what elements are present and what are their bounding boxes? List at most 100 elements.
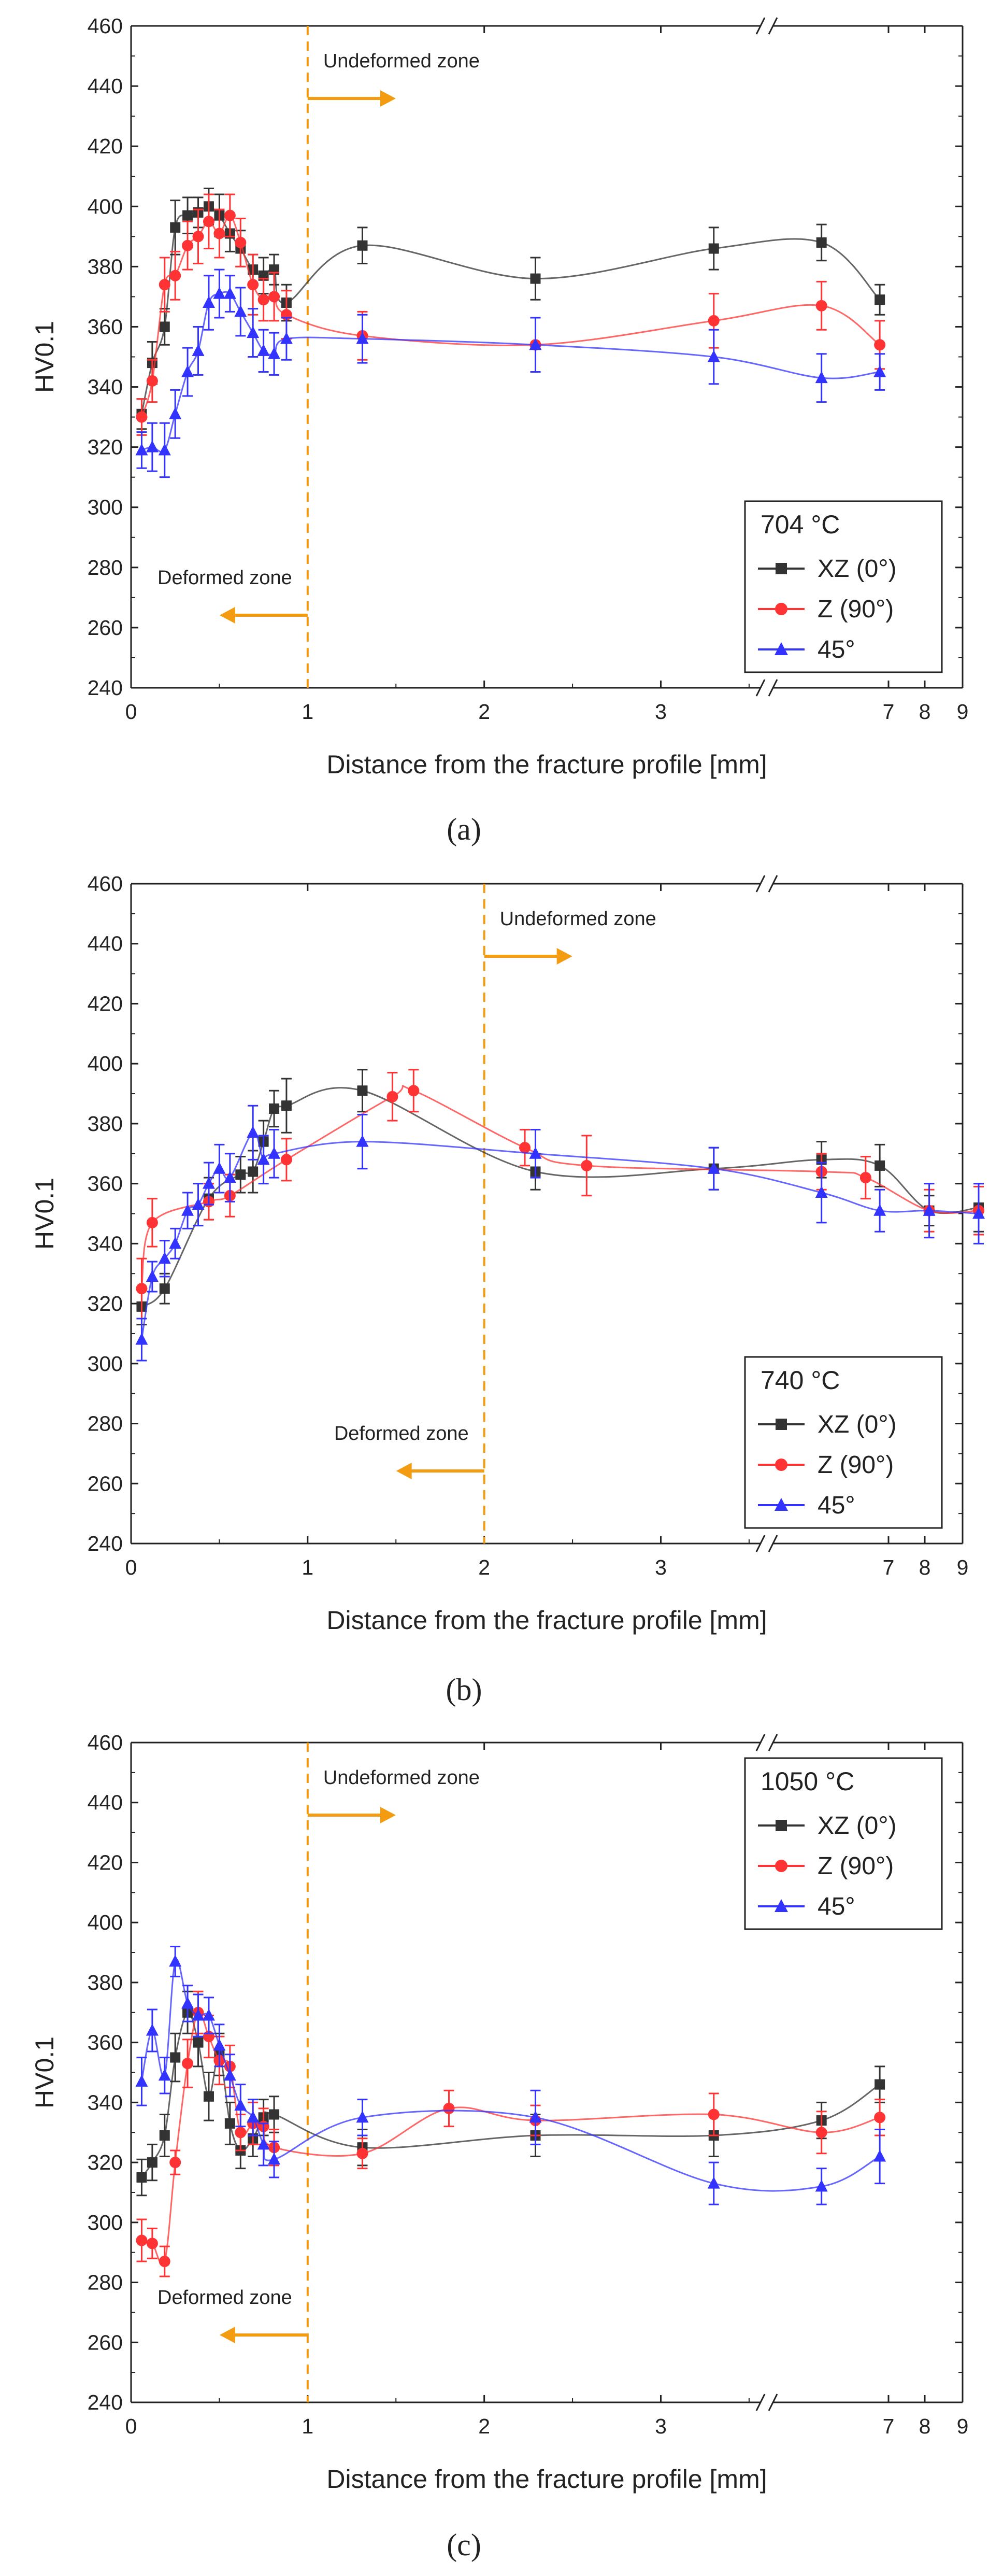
y-tick-label: 420 <box>88 992 123 1015</box>
data-point-circle <box>136 411 148 423</box>
data-point-triangle <box>146 440 159 452</box>
data-point-triangle <box>223 287 236 299</box>
data-point-triangle <box>158 1252 171 1264</box>
y-tick-label: 320 <box>88 2150 123 2174</box>
data-point-square <box>248 1166 259 1177</box>
y-tick-label: 320 <box>88 1292 123 1315</box>
x-axis-title: Distance from the fracture profile [mm] <box>326 1606 767 1635</box>
series-curve-XZ (0°) <box>141 2012 880 2178</box>
data-point-triangle <box>707 2176 720 2189</box>
data-point-circle <box>146 1216 158 1228</box>
data-point-triangle <box>192 1198 205 1210</box>
y-tick-label: 460 <box>88 1731 123 1754</box>
data-point-triangle <box>815 1185 828 1198</box>
y-tick-label: 440 <box>88 74 123 98</box>
legend-marker <box>776 1820 787 1831</box>
data-point-triangle <box>707 350 720 362</box>
axis-break-mark <box>755 679 766 697</box>
data-point-triangle <box>234 305 247 317</box>
x-tick-label: 1 <box>302 1555 313 1579</box>
undeformed-zone-label: Undeformed zone <box>323 50 480 72</box>
data-point-square <box>235 1169 246 1180</box>
arrow-head <box>396 1463 412 1479</box>
y-tick-label: 360 <box>88 315 123 338</box>
data-point-circle <box>581 1159 593 1171</box>
data-point-triangle <box>268 1147 281 1159</box>
y-tick-label: 300 <box>88 496 123 519</box>
y-tick-label: 360 <box>88 2031 123 2055</box>
data-point-triangle <box>815 371 828 384</box>
undeformed-zone-label: Undeformed zone <box>323 1767 480 1789</box>
axis-break-mark <box>768 1734 778 1751</box>
data-point-circle <box>815 2127 827 2139</box>
data-point-triangle <box>707 1162 720 1174</box>
data-point-triangle <box>257 2138 270 2150</box>
deformed-zone-label: Deformed zone <box>334 1423 469 1445</box>
data-point-triangle <box>202 2008 215 2021</box>
y-tick-label: 440 <box>88 932 123 956</box>
x-tick-label: 9 <box>957 700 969 724</box>
chart-panel-1: 240 260 280 300 320 340 360 380 400 420 440 460 0 1 2 3… <box>30 14 968 846</box>
data-point-triangle <box>169 1955 182 1967</box>
y-tick-label: 360 <box>88 1172 123 1196</box>
x-tick-label: 8 <box>919 2414 931 2438</box>
legend-label: XZ (0°) <box>818 1411 897 1438</box>
legend-label: Z (90°) <box>818 1852 894 1880</box>
data-point-square <box>159 321 170 332</box>
legend-label: 45° <box>818 1893 855 1920</box>
y-axis-title: HV0.1 <box>30 1178 59 1250</box>
y-tick-label: 380 <box>88 1971 123 1994</box>
data-point-triangle <box>529 2111 542 2123</box>
x-tick-label: 7 <box>883 1555 895 1579</box>
data-point-circle <box>874 2112 886 2124</box>
y-tick-label: 260 <box>88 616 123 640</box>
axis-break-mark <box>768 1535 778 1552</box>
data-point-circle <box>815 300 827 312</box>
data-point-triangle <box>257 1153 270 1165</box>
x-tick-label: 3 <box>655 700 667 724</box>
panel-label: (b) <box>446 1673 482 1707</box>
y-tick-label: 240 <box>88 2390 123 2414</box>
arrow-head <box>380 1807 396 1823</box>
y-tick-label: 460 <box>88 872 123 896</box>
data-point-square <box>147 2157 157 2168</box>
data-point-circle <box>247 279 259 291</box>
y-tick-label: 300 <box>88 2211 123 2234</box>
legend-title: 740 °C <box>761 1366 840 1395</box>
y-tick-label: 400 <box>88 1910 123 1934</box>
axis-break-mark <box>768 17 778 35</box>
data-point-circle <box>213 228 225 239</box>
x-tick-label: 7 <box>883 2414 895 2438</box>
data-point-square <box>170 222 181 233</box>
data-point-triangle <box>223 1171 236 1183</box>
x-tick-label: 0 <box>125 700 137 724</box>
data-point-triangle <box>223 2069 236 2081</box>
y-axis-title: HV0.1 <box>30 321 59 393</box>
y-tick-label: 460 <box>88 14 123 38</box>
data-point-square <box>269 1103 280 1114</box>
y-tick-label: 400 <box>88 194 123 218</box>
data-point-triangle <box>158 2069 171 2081</box>
data-point-square <box>269 2109 280 2120</box>
y-tick-label: 260 <box>88 2330 123 2354</box>
x-tick-label: 2 <box>478 700 490 724</box>
data-point-circle <box>159 2256 170 2268</box>
data-point-circle <box>169 2157 181 2169</box>
data-point-triangle <box>356 2111 369 2123</box>
legend-label: XZ (0°) <box>818 555 897 583</box>
legend-box <box>744 1757 943 1930</box>
data-point-triangle <box>247 2111 260 2123</box>
data-point-circle <box>192 231 204 243</box>
x-axis-title: Distance from the fracture profile [mm] <box>326 2465 767 2494</box>
x-tick-label: 8 <box>919 700 931 724</box>
data-point-triangle <box>181 365 194 377</box>
data-point-circle <box>136 2234 148 2246</box>
data-point-triangle <box>529 338 542 350</box>
data-point-circle <box>708 315 720 327</box>
y-tick-label: 420 <box>88 134 123 158</box>
axis-break-mark <box>768 875 778 893</box>
y-axis-title: HV0.1 <box>30 2036 59 2108</box>
data-point-triangle <box>873 2149 886 2162</box>
data-point-circle <box>280 1154 292 1166</box>
data-point-circle <box>146 375 158 387</box>
